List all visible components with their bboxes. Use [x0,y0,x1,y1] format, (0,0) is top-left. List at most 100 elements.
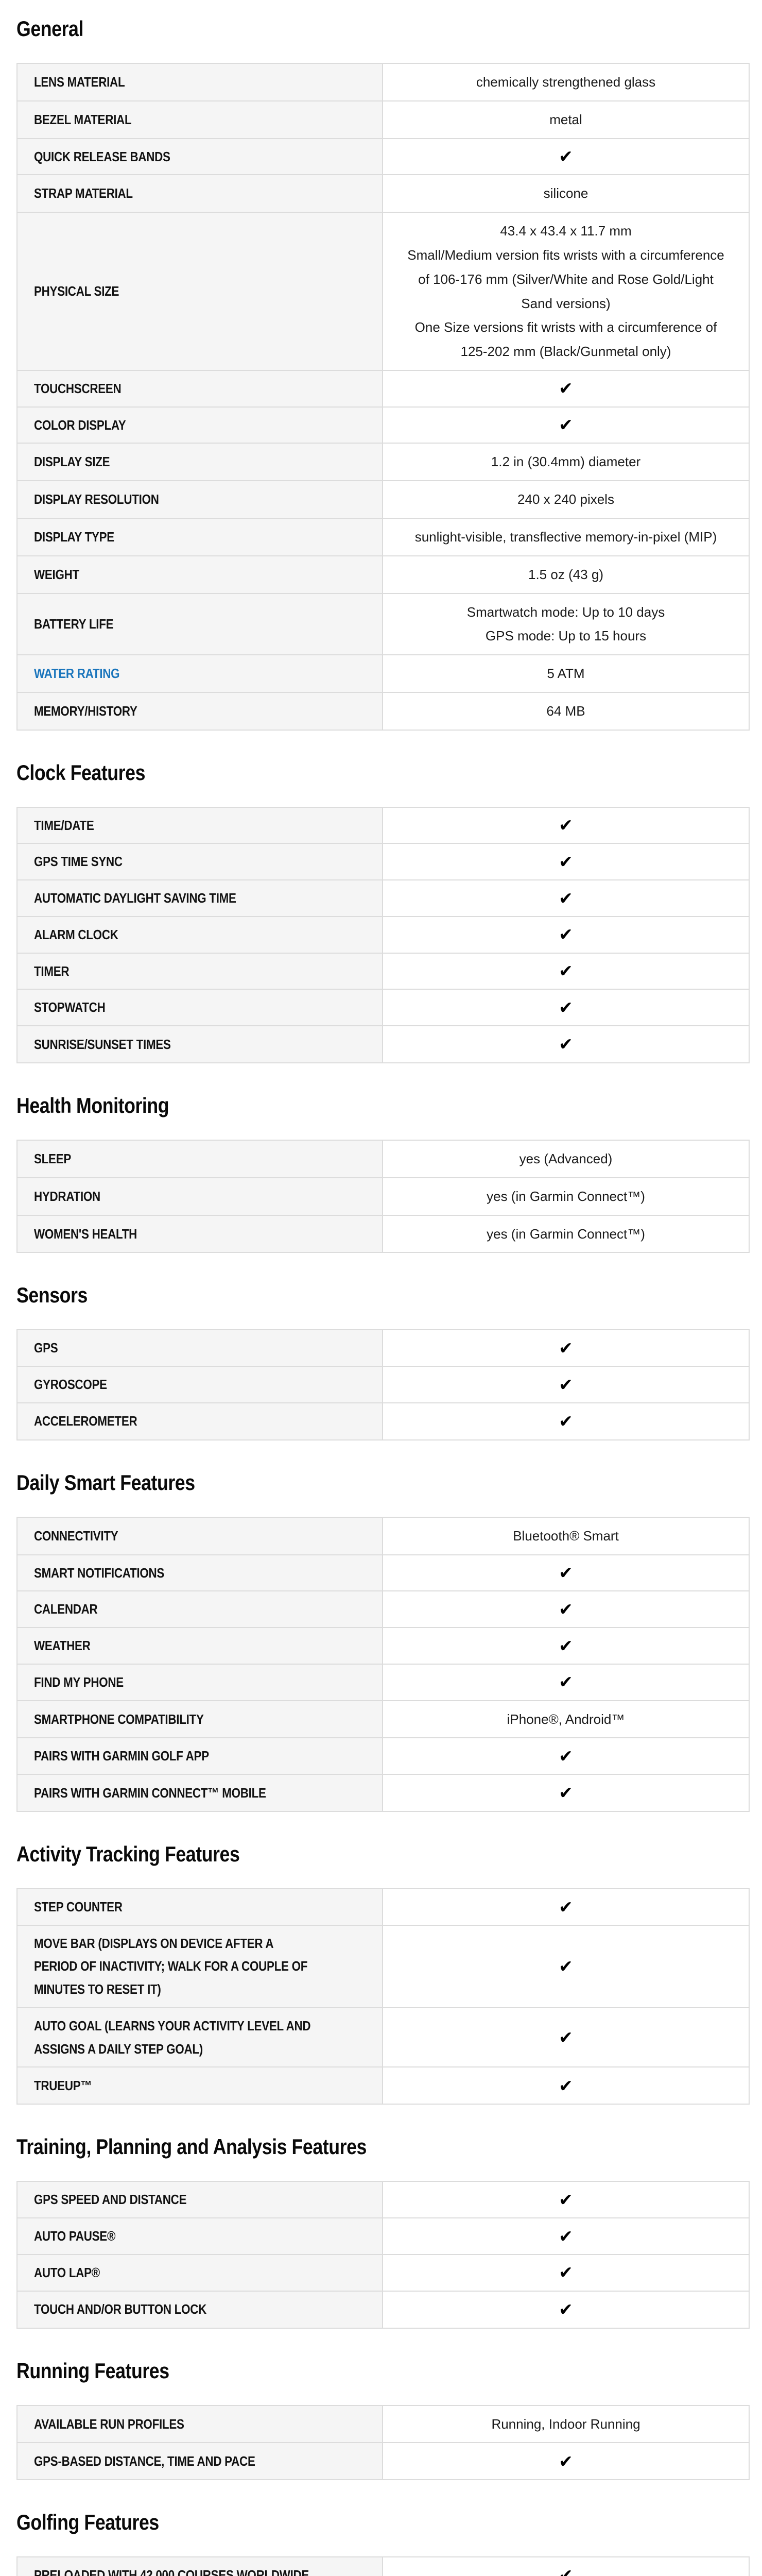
table-row: PAIRS WITH GARMIN CONNECT™ MOBILE ✔ [18,1775,749,1811]
row-value-cell: ✔ [383,1330,749,1366]
row-label-cell: TRUEUP™ [18,2067,383,2104]
row-label: AVAILABLE RUN PROFILES [34,2416,184,2432]
table-row: GPS ✔ [18,1330,749,1367]
row-value-cell: 64 MB [383,692,749,730]
row-label: PHYSICAL SIZE [34,283,119,299]
row-label: MEMORY/HISTORY [34,703,137,719]
row-label-cell: PHYSICAL SIZE [18,213,383,370]
table-row: FIND MY PHONE ✔ [18,1664,749,1701]
spec-table: AVAILABLE RUN PROFILES Running, Indoor R… [16,2404,750,2481]
spec-section: Health Monitoring SLEEP yes (Advanced) H… [16,1093,750,1253]
check-icon: ✔ [559,2565,573,2576]
value-text: chemically strengthened glass [476,74,656,90]
row-label-cell: HYDRATION [18,1178,383,1215]
row-label: LENS MATERIAL [34,74,125,90]
section-title: Daily Smart Features [16,1470,750,1495]
row-value-cell: 1.5 oz (43 g) [383,556,749,593]
row-label-cell: AUTO LAP® [18,2255,383,2291]
table-row: AUTO GOAL (LEARNS YOUR ACTIVITY LEVEL AN… [18,2008,749,2068]
spec-section: Running Features AVAILABLE RUN PROFILES … [16,2359,750,2481]
check-icon: ✔ [559,1636,573,1655]
row-label-cell: ALARM CLOCK [18,917,383,953]
row-label-cell: DISPLAY TYPE [18,518,383,555]
row-label: PAIRS WITH GARMIN CONNECT™ MOBILE [34,1785,266,1801]
check-icon: ✔ [559,415,573,435]
value-text: sunlight-visible, transflective memory-i… [414,529,717,545]
table-row: LENS MATERIAL chemically strengthened gl… [18,64,749,101]
value-line: 43.4 x 43.4 x 11.7 mm [500,223,632,239]
check-icon: ✔ [559,2263,573,2282]
row-label-cell: WATER RATING [18,655,383,692]
value-text: 64 MB [546,703,585,719]
row-label-link[interactable]: WATER RATING [34,666,120,682]
section-title-text: Clock Features [16,760,146,785]
section-title-text: Daily Smart Features [16,1470,195,1495]
section-title: Clock Features [16,760,750,785]
row-label-cell: AUTOMATIC DAYLIGHT SAVING TIME [18,880,383,916]
table-row: GPS SPEED AND DISTANCE ✔ [18,2182,749,2219]
section-title-text: Running Features [16,2358,169,2383]
check-icon: ✔ [559,1957,573,1976]
check-icon: ✔ [559,925,573,944]
table-row: STEP COUNTER ✔ [18,1889,749,1926]
row-label-cell: SLEEP [18,1141,383,1177]
row-value-cell: 43.4 x 43.4 x 11.7 mm Small/Medium versio… [383,213,749,370]
spec-table: PRELOADED WITH 42,000 COURSES WORLDWIDE … [16,2556,750,2576]
section-title: Training, Planning and Analysis Features [16,2134,750,2159]
check-icon: ✔ [559,852,573,871]
row-value-cell: ✔ [383,1591,749,1628]
check-icon: ✔ [559,816,573,835]
row-label-cell: GPS-BASED DISTANCE, TIME AND PACE [18,2443,383,2480]
section-title-text: Health Monitoring [16,1093,169,1118]
row-label-cell: SUNRISE/SUNSET TIMES [18,1026,383,1063]
table-row: GPS TIME SYNC ✔ [18,844,749,881]
spec-section: Training, Planning and Analysis Features… [16,2134,750,2329]
section-title: Health Monitoring [16,1093,750,1118]
spec-section: Activity Tracking Features STEP COUNTER … [16,1842,750,2105]
table-row: TIME/DATE ✔ [18,807,749,844]
table-row: STOPWATCH ✔ [18,990,749,1027]
row-label-cell: SMART NOTIFICATIONS [18,1555,383,1591]
table-row: STRAP MATERIAL silicone [18,175,749,213]
row-label: GPS SPEED AND DISTANCE [34,2192,187,2208]
row-label-cell: MEMORY/HISTORY [18,692,383,730]
table-row: QUICK RELEASE BANDS ✔ [18,139,749,176]
row-value-cell: ✔ [383,917,749,953]
row-label: STRAP MATERIAL [34,185,133,201]
section-title: Sensors [16,1283,750,1308]
row-value-cell: ✔ [383,880,749,916]
row-value-cell: Bluetooth® Smart [383,1517,749,1554]
row-label: PRELOADED WITH 42,000 COURSES WORLDWIDE [34,2567,309,2576]
table-row: PAIRS WITH GARMIN GOLF APP ✔ [18,1738,749,1775]
row-label: CALENDAR [34,1601,98,1617]
row-label-cell: BATTERY LIFE [18,594,383,655]
table-row: AUTO PAUSE® ✔ [18,2218,749,2255]
row-label: TOUCHSCREEN [34,380,122,396]
row-value-cell: ✔ [383,1555,749,1591]
row-label: GPS [34,1340,58,1356]
table-row: SMARTPHONE COMPATIBILITY iPhone®, Androi… [18,1701,749,1739]
table-row: WATER RATING 5 ATM [18,655,749,693]
row-label-cell: DISPLAY SIZE [18,444,383,481]
row-value-cell: ✔ [383,2182,749,2218]
value-line: GPS mode: Up to 15 hours [485,628,647,644]
check-icon: ✔ [559,1375,573,1394]
row-value-cell: ✔ [383,2008,749,2067]
row-label-cell: STOPWATCH [18,990,383,1026]
row-label-cell: AUTO PAUSE® [18,2218,383,2254]
row-value-cell: ✔ [383,1925,749,2007]
row-value-cell: ✔ [383,807,749,843]
row-label-cell: SMARTPHONE COMPATIBILITY [18,1701,383,1738]
row-label: WEATHER [34,1638,91,1654]
row-value-cell: ✔ [383,2255,749,2291]
table-row: DISPLAY RESOLUTION 240 x 240 pixels [18,481,749,519]
table-row: GPS-BASED DISTANCE, TIME AND PACE ✔ [18,2443,749,2480]
row-label: ACCELEROMETER [34,1413,137,1429]
row-value-cell: ✔ [383,370,749,406]
row-value-cell: ✔ [383,1775,749,1811]
row-label-cell: CONNECTIVITY [18,1517,383,1554]
value-text: yes (in Garmin Connect™) [487,1188,645,1204]
row-label: HYDRATION [34,1188,100,1204]
check-icon: ✔ [559,1599,573,1619]
row-label: WOMEN'S HEALTH [34,1226,137,1242]
